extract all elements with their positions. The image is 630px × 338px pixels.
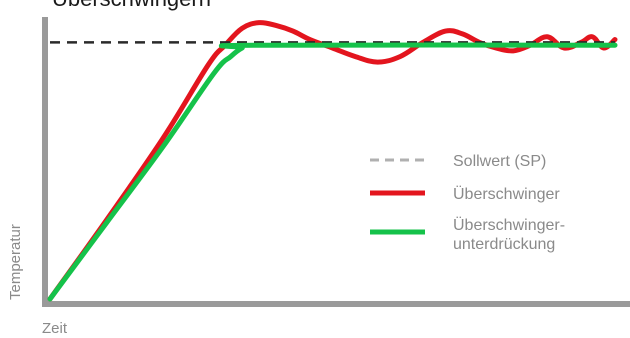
legend-label-suppression-line1: Überschwinger-	[453, 216, 565, 234]
chart-title: Überschwingern	[52, 0, 211, 11]
legend-label-overshoot: Überschwinger	[453, 185, 560, 203]
legend-label-suppression-line2: unterdrückung	[453, 236, 555, 253]
legend: Sollwert (SP) Überschwinger Überschwinge…	[370, 153, 570, 253]
plot-area	[47, 20, 618, 302]
x-axis-label: Zeit	[42, 320, 68, 337]
series-overshoot-suppression	[47, 42, 618, 302]
legend-label-setpoint: Sollwert (SP)	[453, 153, 546, 170]
y-axis-label: Temperatur	[7, 224, 24, 300]
legend-label-suppression: Überschwinger- unterdrückung	[453, 216, 570, 253]
